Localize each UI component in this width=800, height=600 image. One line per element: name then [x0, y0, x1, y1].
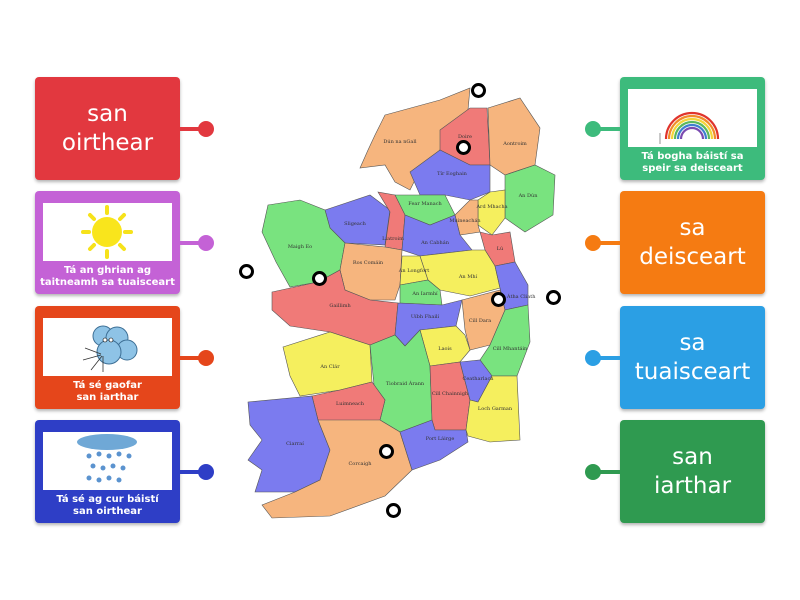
county-label: Tiobraid Árann	[386, 380, 425, 387]
county-label: An Iarmhí	[411, 290, 438, 297]
county-label: Ceatharlach	[463, 376, 495, 382]
card-text-line2: tuaisceart	[634, 358, 751, 385]
ireland-county-map: Dún na nGall Doire Aontroim Tír Eoghain …	[247, 87, 556, 519]
county-waterford	[399, 419, 469, 471]
label-card-sun[interactable]: Tá an ghrian ag taitneamh sa tuaisceart	[35, 191, 180, 294]
connector-dot[interactable]	[585, 350, 601, 366]
connector	[600, 356, 620, 360]
county-label: Muineachán	[449, 217, 481, 224]
county-label: Gaillimh	[329, 303, 351, 309]
county-label: Dún na nGall	[383, 138, 417, 145]
county-label: An Mhí	[458, 273, 478, 280]
drop-target[interactable]	[386, 503, 401, 518]
county-label: Ard Mhacha	[475, 204, 507, 210]
county-label: Maigh Eo	[288, 244, 312, 250]
county-label: Cill Dara	[469, 318, 492, 324]
county-label: An Clár	[319, 363, 340, 370]
county-label: Fear Manach	[408, 201, 442, 207]
county-label: Ciarraí	[286, 440, 304, 447]
connector	[600, 127, 620, 131]
connector	[600, 241, 620, 245]
county-label: Aontroim	[502, 141, 527, 147]
caption-line2: san iarthar	[76, 391, 139, 403]
caption-line2: san oirthear	[73, 505, 142, 517]
drop-target[interactable]	[491, 292, 506, 307]
connector	[180, 241, 200, 245]
caption-line1: Tá sé gaofar	[73, 379, 142, 391]
label-card-sa-deisceart[interactable]: sa deisceart	[620, 191, 765, 294]
connector-dot[interactable]	[198, 464, 214, 480]
county-label: An Longfort	[398, 268, 429, 274]
county-label: Cill Chainnigh	[432, 391, 469, 397]
county-label: Sligeach	[344, 221, 367, 227]
card-text-line1: san	[672, 443, 713, 470]
caption-line1: Tá sé ag cur báistí	[56, 493, 159, 505]
card-text-line1: san	[87, 100, 128, 127]
card-text-line1: sa	[679, 329, 706, 356]
card-text-line2: deisceart	[639, 243, 746, 270]
connector	[180, 356, 200, 360]
county-label: Uíbh Fhailí	[411, 313, 440, 320]
county-label: Liatroim	[382, 236, 404, 242]
connector-dot[interactable]	[198, 235, 214, 251]
wind-cloud-icon	[43, 317, 172, 376]
county-kerry	[247, 395, 331, 493]
county-antrim	[487, 97, 541, 176]
county-label: An Cabhán	[420, 239, 450, 246]
rainbow-icon	[628, 88, 757, 147]
drop-target[interactable]	[456, 140, 471, 155]
label-card-sa-tuaisceart[interactable]: sa tuaisceart	[620, 306, 765, 409]
county-armagh	[477, 189, 506, 236]
drop-target[interactable]	[471, 83, 486, 98]
connector-dot[interactable]	[198, 350, 214, 366]
connector	[180, 470, 200, 474]
connector-dot[interactable]	[585, 121, 601, 137]
card-text-line2: oirthear	[61, 129, 154, 156]
connector-dot[interactable]	[198, 121, 214, 137]
caption-line1: Tá an ghrian ag	[63, 264, 151, 276]
drop-target[interactable]	[239, 264, 254, 279]
connector	[180, 127, 200, 131]
label-card-wind[interactable]: Tá sé gaofar san iarthar	[35, 306, 180, 409]
county-label: Baile Átha Cliath	[493, 293, 537, 300]
county-westmeath	[399, 279, 443, 306]
caption-line2: taitneamh sa tuaisceart	[40, 276, 175, 288]
county-label: Port Láirge	[426, 435, 455, 442]
county-cavan	[401, 214, 473, 257]
county-label: Lú	[497, 245, 504, 252]
county-label: Tír Eoghain	[437, 170, 468, 177]
card-text-line2: iarthar	[653, 472, 732, 499]
label-card-san-oirthear[interactable]: san oirthear	[35, 77, 180, 180]
drop-target[interactable]	[546, 290, 561, 305]
sun-icon	[43, 202, 172, 261]
label-card-san-iarthar[interactable]: san iarthar	[620, 420, 765, 523]
county-label: An Dún	[518, 192, 539, 199]
drop-target[interactable]	[312, 271, 327, 286]
connector	[600, 470, 620, 474]
county-label: Cill Mhantáin	[493, 345, 528, 352]
county-label: Corcaigh	[348, 461, 372, 467]
connector-dot[interactable]	[585, 464, 601, 480]
county-label: Luimneach	[336, 401, 365, 407]
label-card-rainbow[interactable]: Tá bogha báistí sa speir sa deisceart	[620, 77, 765, 180]
rain-cloud-icon	[43, 431, 172, 490]
label-card-rain[interactable]: Tá sé ag cur báistí san oirthear	[35, 420, 180, 523]
county-label: Laois	[438, 346, 452, 352]
county-wexford	[465, 375, 521, 443]
drop-target[interactable]	[379, 444, 394, 459]
card-text-line1: sa	[679, 214, 706, 241]
caption-line1: Tá bogha báistí sa	[641, 150, 744, 162]
county-cork	[261, 419, 413, 519]
county-label: Ros Comáin	[353, 259, 384, 266]
county-label: Doire	[458, 134, 472, 140]
county-label: Loch Garman	[478, 406, 513, 412]
connector-dot[interactable]	[585, 235, 601, 251]
caption-line2: speir sa deisceart	[642, 162, 743, 174]
